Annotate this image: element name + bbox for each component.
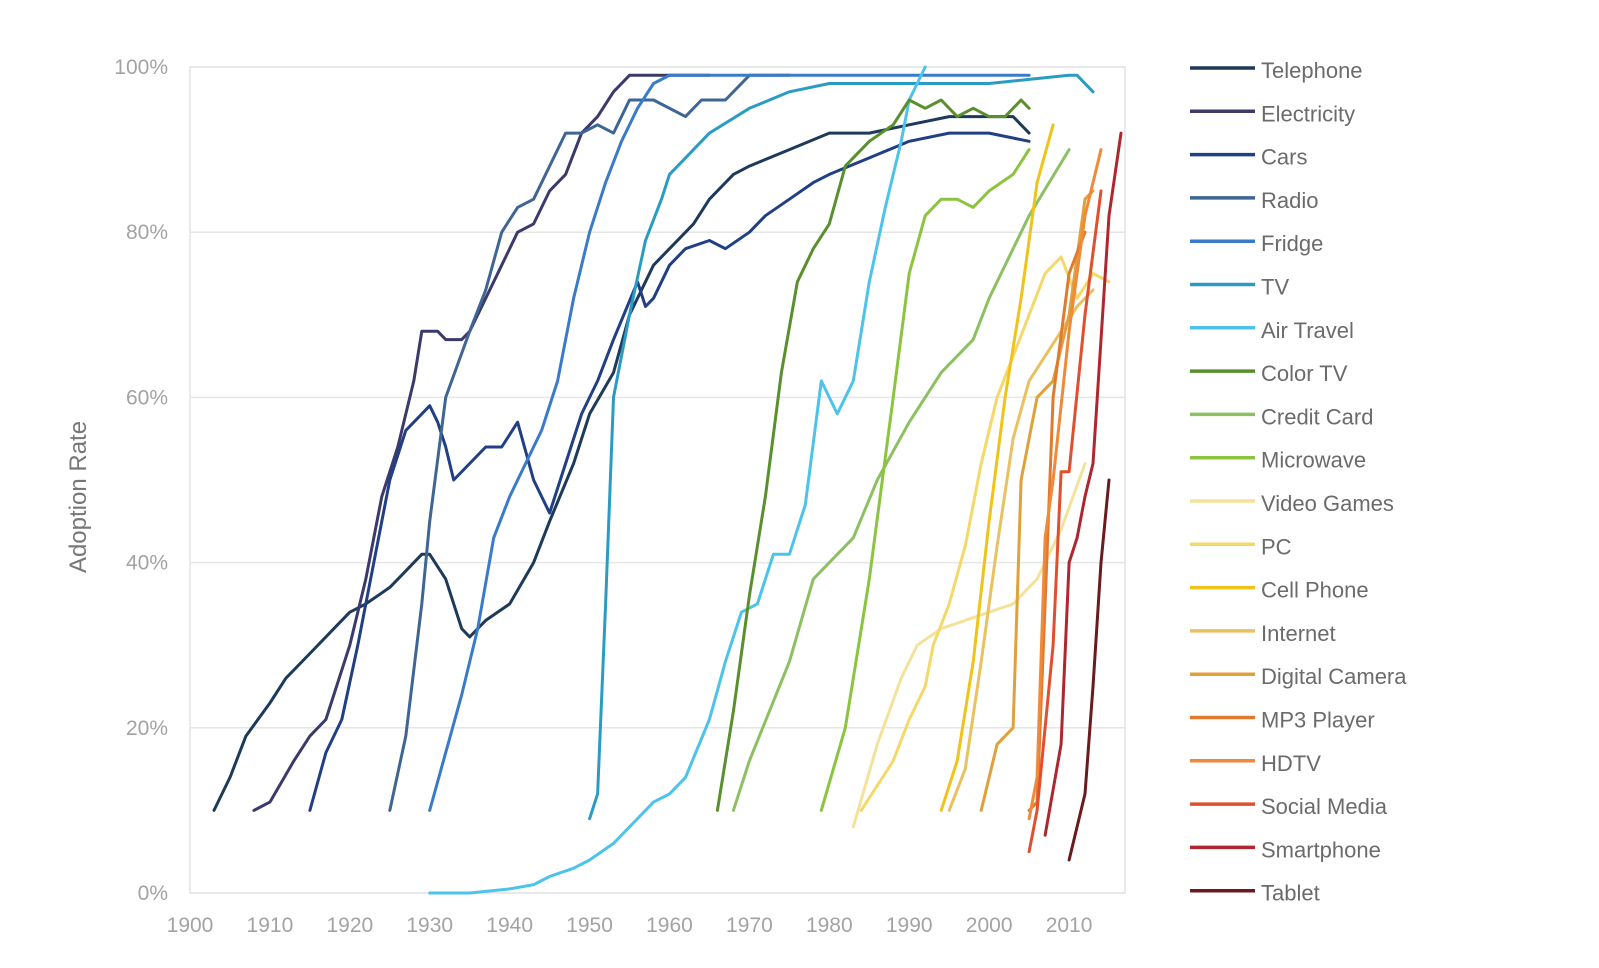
legend-label: Radio	[1261, 188, 1318, 213]
series-line-air-travel	[428, 65, 927, 895]
y-tick-label: 60%	[126, 386, 168, 409]
y-tick-label: 80%	[126, 221, 168, 244]
plot-frame	[189, 66, 1126, 894]
legend-label: MP3 Player	[1261, 708, 1375, 733]
legend-label: TV	[1261, 275, 1289, 300]
series-line-telephone	[212, 115, 1031, 812]
legend-item: Digital Camera	[1190, 664, 1407, 689]
x-tick-label: 1990	[886, 914, 933, 937]
series-line-tablet	[1067, 478, 1111, 862]
legend-item: Video Games	[1190, 491, 1394, 516]
legend-label: Telephone	[1261, 58, 1363, 83]
legend-item: TV	[1190, 275, 1289, 300]
y-tick-label: 40%	[126, 552, 168, 575]
legend-item: Cars	[1190, 145, 1307, 170]
x-tick-label: 1950	[566, 914, 613, 937]
legend-item: Electricity	[1190, 101, 1355, 126]
y-tick-label: 20%	[126, 717, 168, 740]
series-line-fridge	[428, 73, 1031, 812]
series-line-electricity	[252, 73, 711, 812]
legend-label: Social Media	[1261, 794, 1388, 819]
x-tick-label: 1920	[326, 914, 373, 937]
legend-item: Tablet	[1190, 881, 1320, 906]
x-tick-label: 1910	[247, 914, 294, 937]
legend-label: Smartphone	[1261, 837, 1381, 862]
series-line-radio	[388, 73, 791, 812]
series-line-microwave	[819, 148, 1031, 812]
legend-label: Credit Card	[1261, 404, 1373, 429]
legend-item: PC	[1190, 534, 1292, 559]
legend-label: PC	[1261, 534, 1292, 559]
legend-item: Telephone	[1190, 58, 1363, 83]
legend-item: Internet	[1190, 621, 1336, 646]
legend-label: Cell Phone	[1261, 578, 1369, 603]
y-axis-ticks: 0% 20% 40% 60% 80% 100%	[114, 56, 168, 905]
x-tick-label: 1980	[806, 914, 853, 937]
y-axis-label: Adoption Rate	[65, 421, 92, 573]
series-line-cars	[308, 131, 1031, 812]
y-tick-label: 100%	[114, 56, 168, 79]
legend: Telephone Electricity Cars Radio Fridge TV Air…	[1190, 58, 1407, 906]
legend-item: Credit Card	[1190, 404, 1373, 429]
legend-label: Internet	[1261, 621, 1336, 646]
legend-label: HDTV	[1261, 751, 1321, 776]
series-lines	[212, 65, 1123, 895]
legend-item: Color TV	[1190, 361, 1348, 386]
x-tick-label: 1970	[726, 914, 773, 937]
series-line-pc	[859, 255, 1111, 812]
legend-label: Color TV	[1261, 361, 1348, 386]
legend-item: MP3 Player	[1190, 708, 1375, 733]
legend-label: Video Games	[1261, 491, 1394, 516]
legend-item: Social Media	[1190, 794, 1388, 819]
legend-label: Microwave	[1261, 448, 1366, 473]
legend-item: Radio	[1190, 188, 1318, 213]
legend-item: HDTV	[1190, 751, 1321, 776]
legend-label: Digital Camera	[1261, 664, 1407, 689]
series-line-digital-camera	[979, 189, 1095, 812]
series-line-credit-card	[731, 148, 1071, 812]
series-line-smartphone	[1043, 131, 1123, 837]
series-line-tv	[588, 73, 1095, 821]
legend-label: Fridge	[1261, 231, 1323, 256]
legend-item: Fridge	[1190, 231, 1323, 256]
legend-item: Microwave	[1190, 448, 1366, 473]
legend-label: Electricity	[1261, 101, 1355, 126]
x-tick-label: 1940	[486, 914, 533, 937]
y-tick-label: 0%	[138, 882, 168, 905]
legend-item: Cell Phone	[1190, 578, 1369, 603]
legend-label: Cars	[1261, 145, 1307, 170]
x-tick-label: 1960	[646, 914, 693, 937]
x-axis-ticks: 1900 1910 1920 1930 1940 1950 1960 1970 1980 1990…	[167, 914, 1093, 937]
series-line-social-media	[1027, 189, 1103, 854]
legend-label: Tablet	[1261, 881, 1320, 906]
series-line-color-tv	[715, 98, 1031, 812]
series-line-hdtv	[1027, 148, 1103, 821]
x-tick-label: 2010	[1046, 914, 1093, 937]
series-line-internet	[947, 288, 1095, 812]
x-tick-label: 1900	[167, 914, 214, 937]
legend-label: Air Travel	[1261, 318, 1354, 343]
x-tick-label: 1930	[406, 914, 453, 937]
x-tick-label: 2000	[966, 914, 1013, 937]
legend-item: Air Travel	[1190, 318, 1354, 343]
gridlines	[190, 66, 1125, 894]
legend-item: Smartphone	[1190, 837, 1381, 862]
series-line-cell-phone	[939, 123, 1055, 812]
